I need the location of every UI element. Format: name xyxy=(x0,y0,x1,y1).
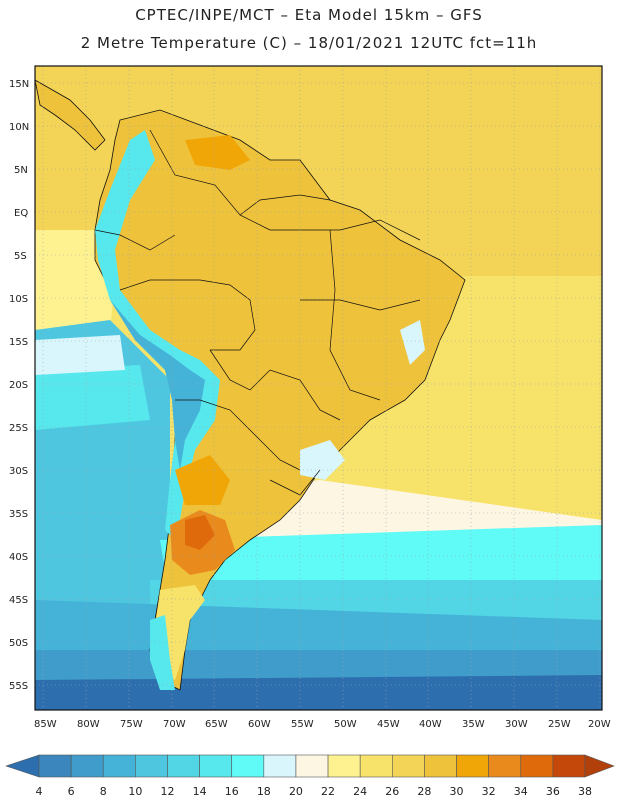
colorbar-tick-label: 10 xyxy=(128,785,142,798)
lon-label: 65W xyxy=(205,719,228,730)
lon-label: 45W xyxy=(377,719,400,730)
lat-label: 50S xyxy=(9,638,28,649)
lon-label: 75W xyxy=(120,719,143,730)
colorbar-tick-label: 32 xyxy=(482,785,496,798)
lat-label: 25S xyxy=(9,423,28,434)
lat-label: 55S xyxy=(9,681,28,692)
lat-label: 10N xyxy=(9,122,29,133)
colorbar-tick-label: 16 xyxy=(225,785,239,798)
colorbar-tick-label: 6 xyxy=(68,785,75,798)
lon-label: 35W xyxy=(462,719,485,730)
andes-cool-strip xyxy=(95,130,220,540)
lon-label: 20W xyxy=(588,719,611,730)
colorbar-tick-label: 14 xyxy=(193,785,207,798)
lon-label: 80W xyxy=(77,719,100,730)
colorbar-cell xyxy=(102,754,136,778)
northeast-brazil-cool-patch xyxy=(400,320,425,365)
colorbar-arrow-low xyxy=(5,754,40,778)
colorbar-cell xyxy=(231,754,265,778)
lon-label: 40W xyxy=(419,719,442,730)
colorbar-cell xyxy=(552,754,586,778)
colorbar-tick-label: 24 xyxy=(353,785,367,798)
lon-label: 25W xyxy=(548,719,571,730)
map-field xyxy=(35,66,602,710)
argentina-hottest-spot xyxy=(185,515,215,550)
colorbar-tick-label: 26 xyxy=(385,785,399,798)
andes-colder-core xyxy=(110,300,205,470)
chart-title-line1: CPTEC/INPE/MCT – Eta Model 15km – GFS xyxy=(135,6,483,24)
lon-label: 85W xyxy=(34,719,57,730)
lon-label: 30W xyxy=(505,719,528,730)
colorbar-cell xyxy=(263,754,297,778)
graticule xyxy=(35,66,602,710)
colorbar-tick-label: 36 xyxy=(546,785,560,798)
lat-label: 35S xyxy=(9,509,28,520)
colorbar-cell xyxy=(199,754,233,778)
colorbar-cell xyxy=(38,754,72,778)
chart-title-line2: 2 Metre Temperature (C) – 18/01/2021 12U… xyxy=(80,34,538,52)
colorbar-cell xyxy=(295,754,329,778)
colorbar-tick-label: 38 xyxy=(578,785,592,798)
venezuela-warm-area xyxy=(185,135,250,170)
colorbar-labels: 4 6 8 10 12 14 16 18 20 22 24 26 28 30 32 34 36 38 xyxy=(36,785,593,798)
lon-label: 60W xyxy=(248,719,271,730)
lat-label: 20S xyxy=(9,380,28,391)
lat-label: 15N xyxy=(9,79,29,90)
colorbar-cell xyxy=(488,754,522,778)
lat-label: 5N xyxy=(14,165,28,176)
band-pacific-cyan xyxy=(35,365,150,430)
lat-label: 30S xyxy=(9,466,28,477)
colorbar-tick-label: 34 xyxy=(514,785,528,798)
lat-label: 10S xyxy=(9,294,28,305)
colorbar-tick-label: 30 xyxy=(450,785,464,798)
colorbar-cell xyxy=(391,754,425,778)
lat-label: 40S xyxy=(9,552,28,563)
colorbar-cells xyxy=(5,754,615,778)
lat-label: 15S xyxy=(9,337,28,348)
chaco-warm-area xyxy=(175,455,230,505)
lon-label: 70W xyxy=(163,719,186,730)
colorbar-cell xyxy=(520,754,554,778)
band-pacific-pale xyxy=(35,335,125,375)
colorbar-tick-label: 12 xyxy=(160,785,174,798)
longitude-labels: 85W 80W 75W 70W 65W 60W 55W 50W 45W 40W … xyxy=(34,719,611,730)
colorbar-cell xyxy=(359,754,393,778)
colorbar-cell xyxy=(327,754,361,778)
colorbar-cell xyxy=(135,754,168,778)
patagonia-cool xyxy=(150,615,175,690)
colorbar-tick-label: 18 xyxy=(257,785,271,798)
map-frame xyxy=(34,65,603,711)
latitude-labels: 15N 10N 5N EQ 5S 10S 15S 20S 25S 30S 35S… xyxy=(9,79,29,692)
country-borders xyxy=(94,129,421,496)
lat-label: EQ xyxy=(14,208,28,219)
colorbar-cell xyxy=(456,754,489,778)
colorbar-tick-label: 20 xyxy=(289,785,303,798)
colorbar-tick-label: 22 xyxy=(321,785,335,798)
colorbar-cell xyxy=(70,754,104,778)
lon-label: 50W xyxy=(334,719,357,730)
colorbar-tick-label: 4 xyxy=(36,785,43,798)
colorbar-cell xyxy=(424,754,457,778)
colorbar-tick-label: 8 xyxy=(100,785,107,798)
colorbar-arrow-high xyxy=(584,754,615,778)
lat-label: 5S xyxy=(14,251,27,262)
colorbar-cell xyxy=(167,754,200,778)
lon-label: 55W xyxy=(291,719,314,730)
colorbar-tick-label: 28 xyxy=(417,785,431,798)
central-america xyxy=(35,79,106,151)
lat-label: 45S xyxy=(9,595,28,606)
